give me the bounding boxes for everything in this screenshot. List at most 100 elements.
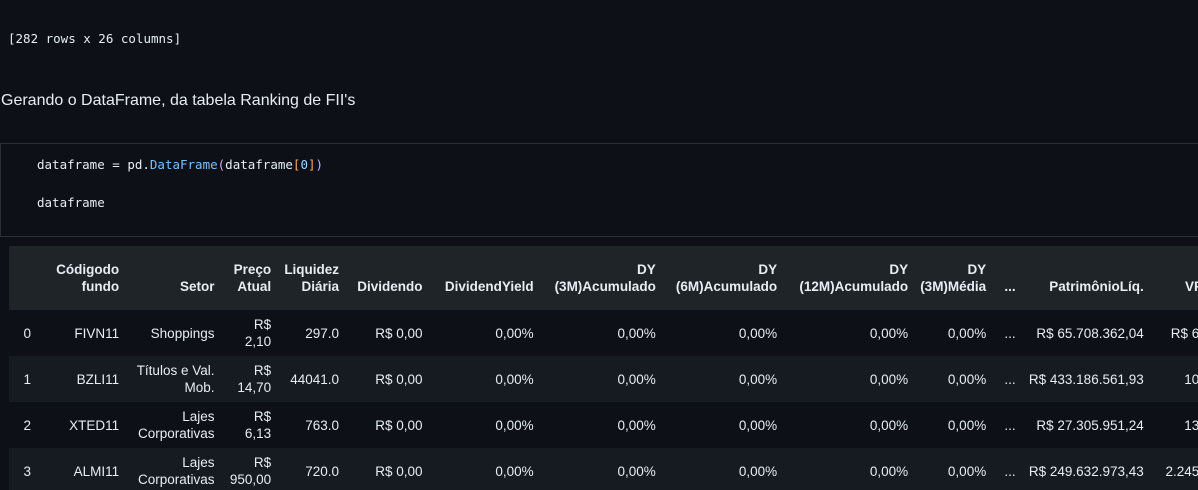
column-header: Preço Atual bbox=[220, 246, 278, 310]
code-line-1: dataframe = pd.DataFrame(dataframe[0]) bbox=[37, 157, 323, 172]
code-token-close-paren: ) bbox=[315, 157, 324, 172]
column-header: PatrimônioLíq. bbox=[1021, 246, 1150, 310]
table-cell: R$ 27.305.951,24 bbox=[1021, 402, 1150, 448]
table-cell: R$ 0,00 bbox=[345, 402, 429, 448]
column-header: Códigodo fundo bbox=[45, 246, 126, 310]
table-body: 0 FIVN11 Shoppings R$ 2,10 297.0 R$ 0,00 0,00%… bbox=[9, 310, 1198, 490]
dataframe-shape-output: [282 rows x 26 columns] bbox=[8, 31, 182, 46]
column-header: Liquidez Diária bbox=[277, 246, 346, 310]
table-cell: 0,00% bbox=[783, 402, 915, 448]
table-cell: 0,00% bbox=[539, 310, 662, 356]
table-cell: 13, bbox=[1149, 402, 1198, 448]
table-cell: 0,00% bbox=[539, 356, 662, 402]
table-cell: R$ 0,00 bbox=[345, 310, 429, 356]
table-row: 1 BZLI11 Títulos e Val. Mob. R$ 14,70 44041.… bbox=[9, 356, 1198, 402]
table-cell: R$ 6, bbox=[1149, 310, 1198, 356]
table-row: 0 FIVN11 Shoppings R$ 2,10 297.0 R$ 0,00 0,00%… bbox=[9, 310, 1198, 356]
code-line-2: dataframe bbox=[37, 195, 105, 210]
column-header: DY (3M)Acumulado bbox=[539, 246, 662, 310]
table-cell: Lajes Corporativas bbox=[125, 448, 221, 490]
column-header: ... bbox=[992, 246, 1022, 310]
table-cell: 0,00% bbox=[661, 310, 784, 356]
table-cell: BZLI11 bbox=[45, 356, 126, 402]
table-cell: 0,00% bbox=[428, 356, 540, 402]
table-cell: 0,00% bbox=[661, 448, 784, 490]
column-header-line1: Liquidez bbox=[284, 262, 340, 277]
row-index-cell: 1 bbox=[9, 356, 46, 402]
table-cell: ... bbox=[992, 310, 1022, 356]
code-token-var: dataframe bbox=[37, 157, 105, 172]
row-index-cell: 2 bbox=[9, 402, 46, 448]
code-token-open-bracket: [ bbox=[292, 157, 301, 172]
table-cell: 10, bbox=[1149, 356, 1198, 402]
column-header-line1: DY bbox=[889, 262, 909, 277]
code-token-close-bracket: ] bbox=[307, 157, 316, 172]
markdown-cell-text: Gerando o DataFrame, da tabela Ranking d… bbox=[1, 92, 356, 109]
code-cell[interactable]: dataframe = pd.DataFrame(dataframe[0]) d… bbox=[0, 143, 1198, 237]
table-cell: ALMI11 bbox=[45, 448, 126, 490]
table-cell: 0,00% bbox=[783, 310, 915, 356]
table-cell: 0,00% bbox=[428, 402, 540, 448]
column-header-line2: VP bbox=[1184, 279, 1198, 294]
table-cell: 0,00% bbox=[539, 402, 662, 448]
code-token-arg: dataframe bbox=[225, 157, 293, 172]
column-header-line1: DY bbox=[637, 262, 656, 277]
column-header-line2: ... bbox=[1004, 279, 1016, 294]
table-cell: Shoppings bbox=[125, 310, 221, 356]
table-cell: Títulos e Val. Mob. bbox=[125, 356, 221, 402]
table-row: 2 XTED11 Lajes Corporativas R$ 6,13 763.0 R$ … bbox=[9, 402, 1198, 448]
column-header-line2: DividendYield bbox=[444, 279, 534, 294]
table-cell: 0,00% bbox=[661, 356, 784, 402]
column-header-line1: DY bbox=[758, 262, 778, 277]
column-header-line1: DY bbox=[967, 262, 987, 277]
code-token-attr: DataFrame bbox=[149, 157, 218, 172]
table-cell: R$ 14,70 bbox=[220, 356, 278, 402]
table-cell: 0,00% bbox=[661, 402, 784, 448]
table-cell: ... bbox=[992, 448, 1022, 490]
column-header-line2: (3M)Acumulado bbox=[554, 279, 656, 294]
column-header-line2: fundo bbox=[81, 279, 120, 294]
column-header-line2: (12M)Acumulado bbox=[799, 279, 909, 294]
table-cell: R$ 6,13 bbox=[220, 402, 278, 448]
column-header: DY (3M)Média bbox=[914, 246, 993, 310]
column-header-line2: PatrimônioLíq. bbox=[1049, 279, 1144, 294]
column-header: DY (6M)Acumulado bbox=[661, 246, 784, 310]
table-cell: R$ 433.186.561,93 bbox=[1021, 356, 1150, 402]
table-cell: ... bbox=[992, 402, 1022, 448]
table-cell: 0,00% bbox=[914, 402, 993, 448]
table-cell: 0,00% bbox=[783, 356, 915, 402]
column-header-line1: Preço bbox=[233, 262, 272, 277]
code-token-dot: . bbox=[142, 157, 150, 172]
table-row: 3 ALMI11 Lajes Corporativas R$ 950,00 720.0 R… bbox=[9, 448, 1198, 490]
table-cell: 2.245, bbox=[1149, 448, 1198, 490]
table-cell: R$ 2,10 bbox=[220, 310, 278, 356]
table-cell: R$ 65.708.362,04 bbox=[1021, 310, 1150, 356]
column-header-line1: Códigodo bbox=[56, 262, 120, 277]
code-token-open-paren: ( bbox=[217, 157, 226, 172]
table-cell: 0,00% bbox=[914, 310, 993, 356]
row-index-cell: 3 bbox=[9, 448, 46, 490]
table-cell: 720.0 bbox=[277, 448, 346, 490]
table-cell: R$ 0,00 bbox=[345, 448, 429, 490]
column-header: DividendYield bbox=[428, 246, 540, 310]
column-header-line2: Dividendo bbox=[357, 279, 423, 294]
table-header-row: Códigodo fundo Setor Preço Atual Liquidez Diár… bbox=[9, 246, 1198, 310]
table-cell: 0,00% bbox=[914, 448, 993, 490]
column-header bbox=[9, 246, 46, 310]
code-token-module: pd bbox=[127, 157, 143, 172]
code-token-op: = bbox=[104, 157, 128, 172]
column-header-line2: (6M)Acumulado bbox=[675, 279, 778, 294]
column-header-line2: Setor bbox=[179, 279, 215, 294]
table-cell: 0,00% bbox=[914, 356, 993, 402]
code-token-number: 0 bbox=[300, 157, 308, 172]
column-header: Setor bbox=[125, 246, 221, 310]
table-cell: XTED11 bbox=[45, 402, 126, 448]
table-cell: 297.0 bbox=[277, 310, 346, 356]
table-cell: R$ 0,00 bbox=[345, 356, 429, 402]
table-cell: 44041.0 bbox=[277, 356, 346, 402]
table-cell: R$ 950,00 bbox=[220, 448, 278, 490]
column-header-line2: Diária bbox=[301, 279, 340, 294]
column-header: VP bbox=[1149, 246, 1198, 310]
column-header: Dividendo bbox=[345, 246, 429, 310]
